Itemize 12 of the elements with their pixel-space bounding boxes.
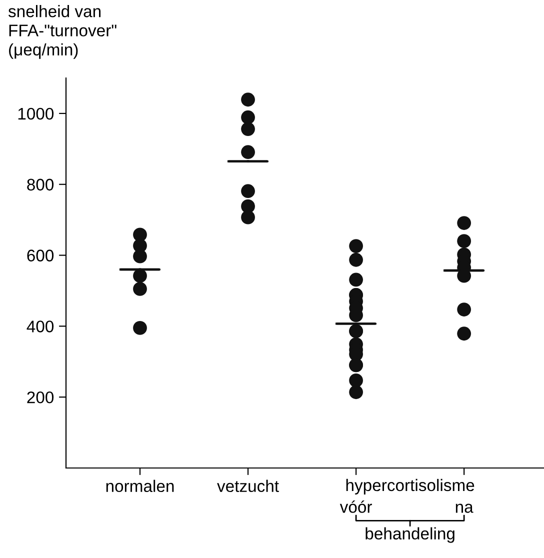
y-tick-label: 400 xyxy=(26,320,54,332)
y-tick-label: 600 xyxy=(27,250,54,262)
x-tick-label: vóór xyxy=(340,500,372,513)
y-axis-title: snelheid van FFA-"turnover" (μeq/min) xyxy=(8,5,116,59)
x-tick-label: na xyxy=(456,504,474,513)
x-tick-label: normalen xyxy=(106,480,174,492)
text: behandeling xyxy=(366,527,454,543)
y-tick-label: 1000 xyxy=(18,108,54,120)
x-tick-label: vetzucht xyxy=(217,480,279,492)
text: hypercortisolisme xyxy=(346,478,474,494)
y-tick-label: 800 xyxy=(27,178,54,191)
y-tick-label: 200 xyxy=(27,391,54,404)
